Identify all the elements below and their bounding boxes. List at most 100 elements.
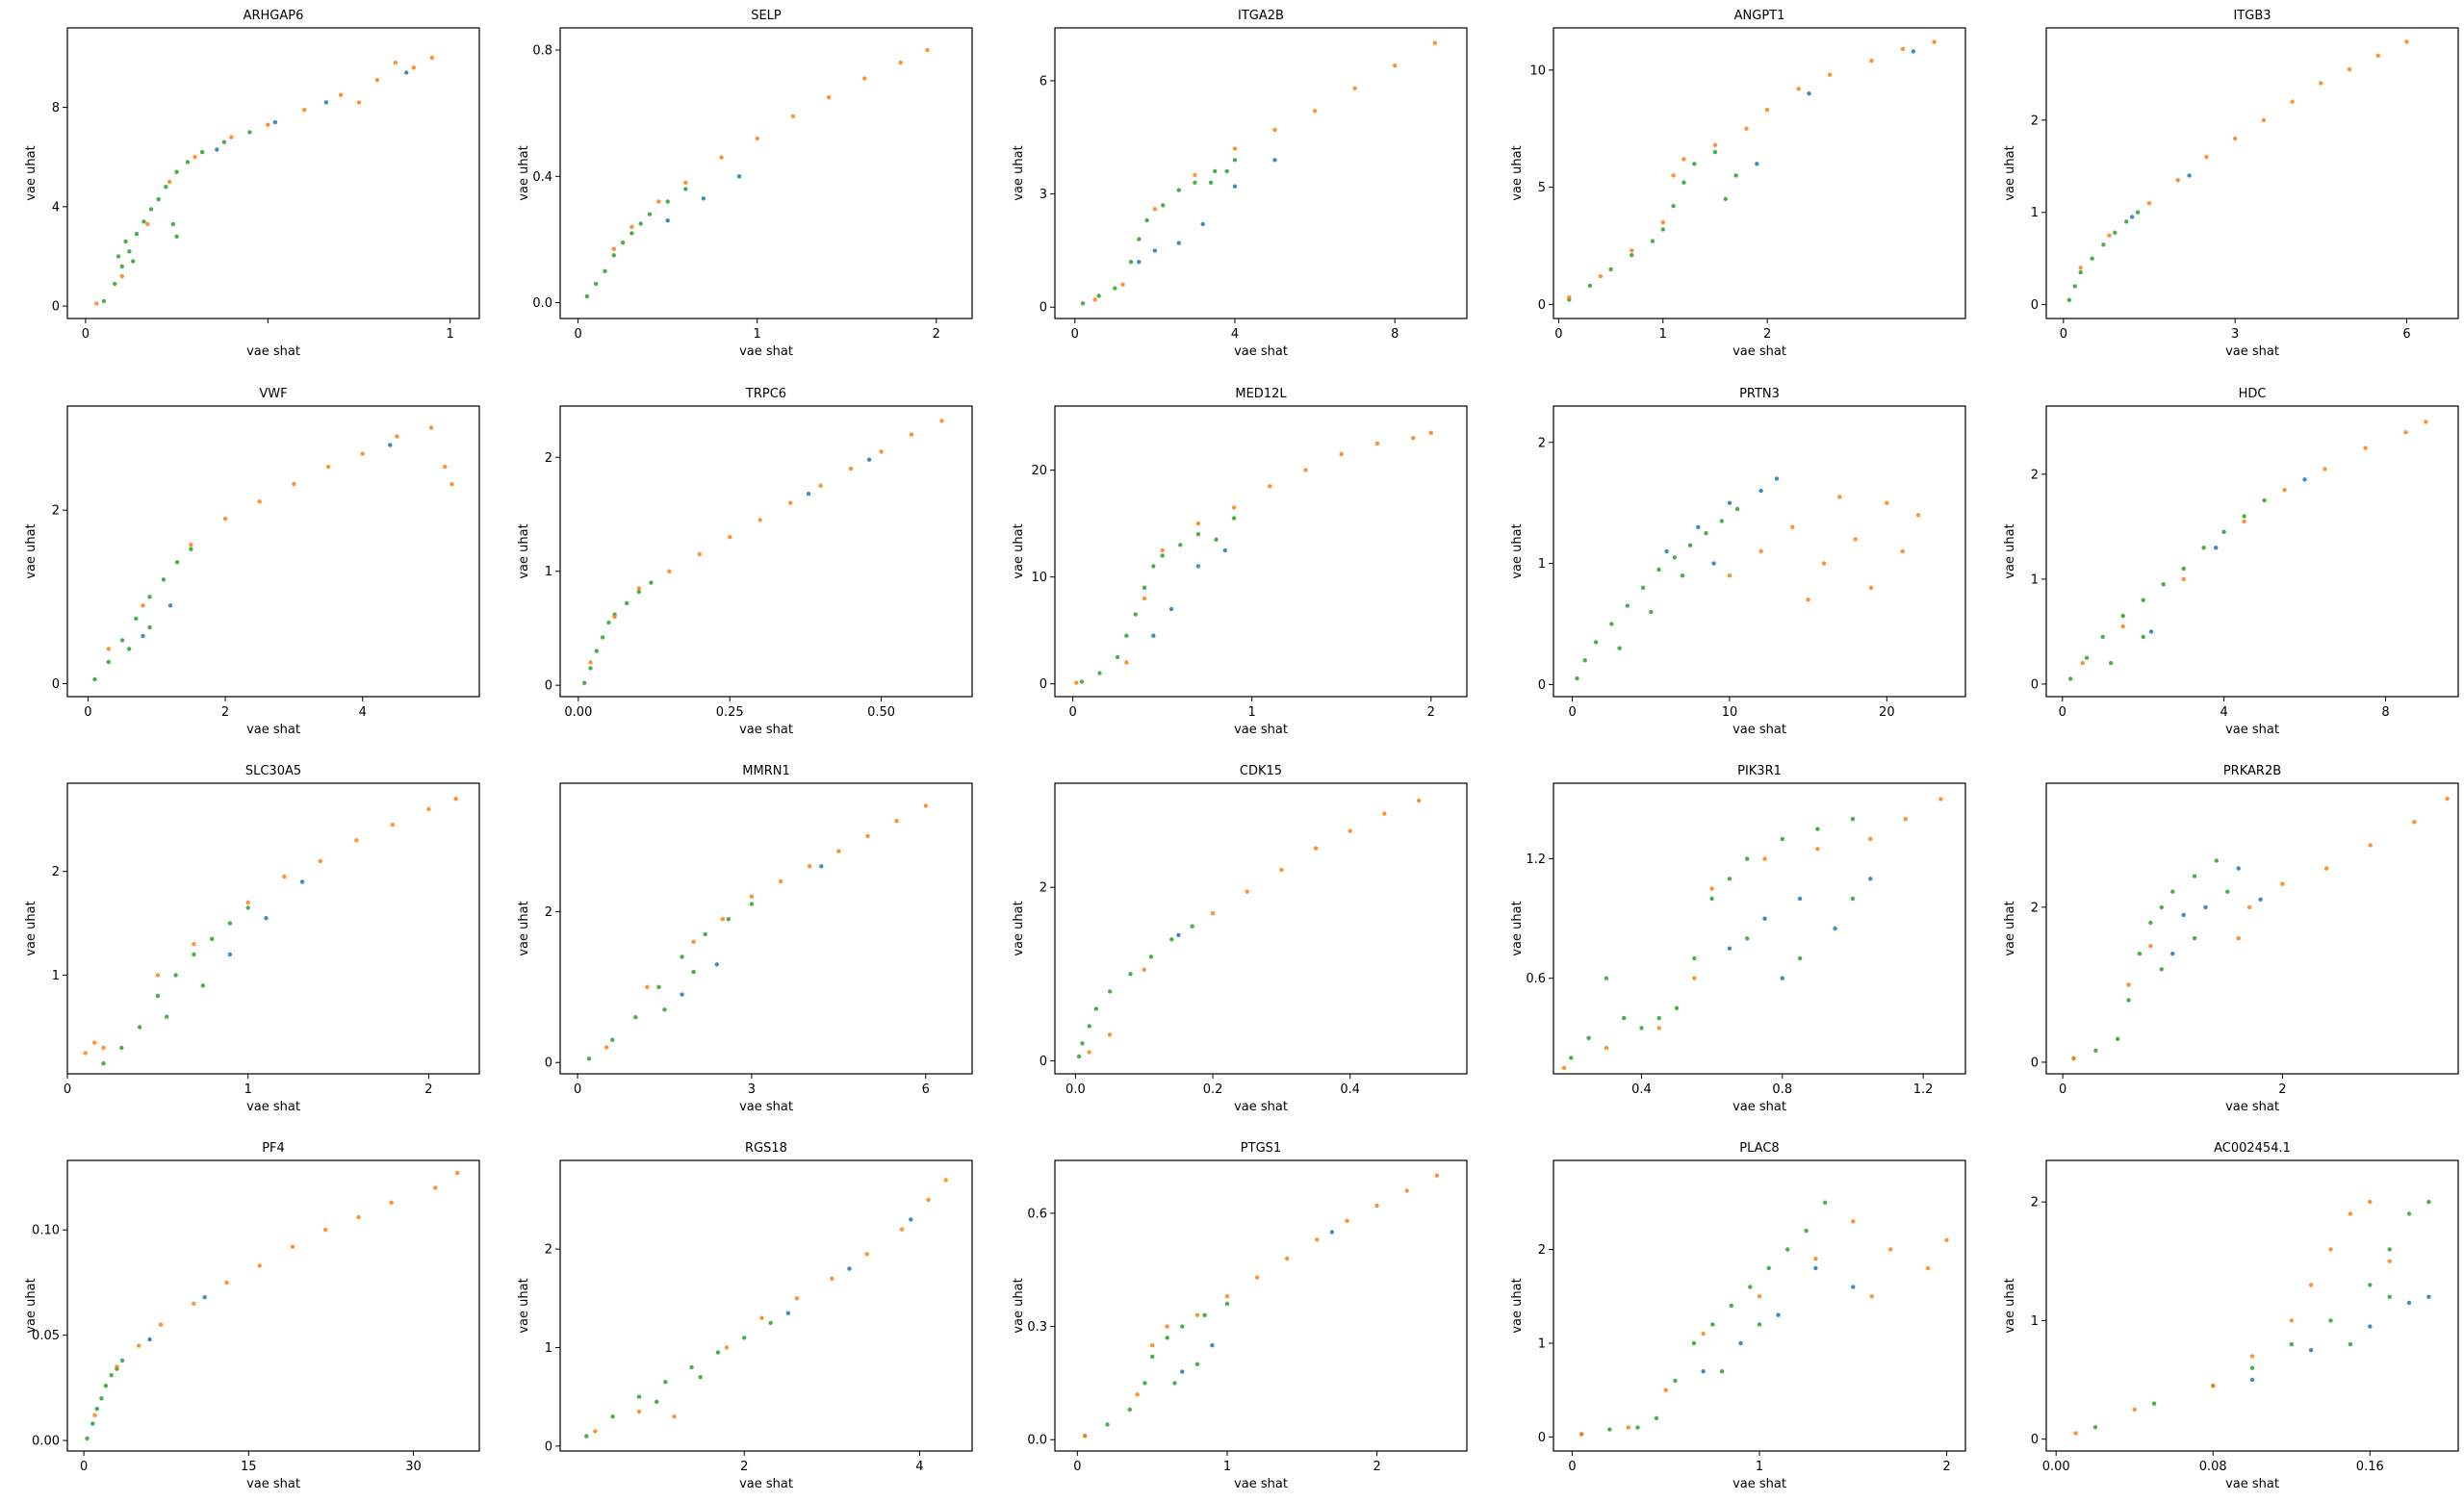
y-tick-label: 0 <box>1040 677 1047 692</box>
x-axis-label: vae shat <box>1732 723 1786 737</box>
y-tick-label: 1 <box>2031 1314 2039 1329</box>
data-point <box>1822 1200 1828 1206</box>
plot-title: MMRN1 <box>742 764 789 778</box>
y-axis-label: vae uhat <box>24 523 38 578</box>
data-point <box>939 419 944 423</box>
data-point <box>629 224 634 229</box>
data-point <box>749 902 755 906</box>
data-point <box>1232 158 1238 163</box>
data-point <box>1142 967 1146 972</box>
data-point <box>1416 798 1422 803</box>
data-point <box>215 147 219 152</box>
y-tick-label: 1 <box>545 565 552 579</box>
data-point <box>701 196 706 201</box>
y-tick-label: 5 <box>1538 181 1546 195</box>
plot-frame <box>559 27 973 319</box>
data-point <box>836 849 841 853</box>
series-2 <box>806 457 872 496</box>
data-point <box>1807 91 1811 96</box>
data-point <box>1345 1218 1349 1224</box>
data-point <box>2146 201 2152 206</box>
x-tick-label: 0 <box>80 1460 88 1474</box>
data-point <box>714 962 719 967</box>
data-point <box>2141 634 2145 640</box>
data-point <box>1202 1312 1207 1318</box>
data-point <box>1727 877 1732 881</box>
data-point <box>1762 856 1767 861</box>
data-point <box>1393 64 1398 68</box>
y-tick-label: 3 <box>1040 188 1047 202</box>
plot-title: PIK3R1 <box>1737 764 1782 778</box>
data-point <box>2403 430 2408 435</box>
data-point <box>1080 301 1086 306</box>
x-tick-label: 0 <box>84 705 91 720</box>
data-point <box>898 60 903 65</box>
data-point <box>1210 1343 1215 1348</box>
data-point <box>1630 253 1634 258</box>
data-point <box>224 1280 229 1286</box>
data-point <box>1734 506 1740 512</box>
data-point <box>1561 1065 1567 1071</box>
x-axis-label: vae shat <box>739 1100 793 1114</box>
series-0 <box>1079 516 1237 684</box>
x-tick-label: 0 <box>574 327 581 342</box>
data-point <box>1671 173 1676 178</box>
data-point <box>2078 269 2083 275</box>
data-point <box>1696 524 1701 529</box>
data-point <box>1745 936 1750 941</box>
data-point <box>862 76 867 81</box>
data-point <box>691 969 696 975</box>
plot-frame <box>66 1159 480 1452</box>
plot-title: PRKAR2B <box>2223 764 2281 778</box>
data-point <box>2280 881 2285 886</box>
series-0 <box>586 902 755 1061</box>
data-point <box>1687 543 1693 547</box>
data-point <box>426 806 431 812</box>
data-point <box>2135 210 2141 215</box>
data-point <box>720 917 725 922</box>
data-point <box>1178 543 1183 547</box>
data-point <box>134 616 139 622</box>
data-point <box>1374 441 1380 446</box>
data-point <box>155 993 161 999</box>
data-point <box>290 1244 295 1249</box>
data-point <box>1224 1301 1230 1307</box>
data-point <box>2214 858 2220 863</box>
x-tick-label: 0 <box>2060 327 2067 342</box>
data-point <box>1903 817 1909 822</box>
data-point <box>1654 1415 1659 1421</box>
data-point <box>663 1380 668 1385</box>
data-point <box>680 992 684 997</box>
data-point <box>665 199 670 204</box>
data-point <box>1938 797 1943 802</box>
y-tick-label: 1 <box>2031 206 2039 220</box>
y-axis-label: vae uhat <box>1012 145 1026 200</box>
data-point <box>1194 1362 1200 1367</box>
x-tick-label: 2 <box>1942 1460 1950 1474</box>
data-point <box>826 95 832 100</box>
data-point <box>1434 1173 1440 1178</box>
data-point <box>2249 1365 2255 1370</box>
y-tick-label: 0.05 <box>32 1329 60 1343</box>
data-point <box>1135 1392 1140 1397</box>
series-2 <box>1579 1219 1949 1437</box>
data-point <box>170 221 175 227</box>
data-point <box>703 931 707 937</box>
x-tick-label: 4 <box>1231 327 1239 342</box>
y-tick-label: 0 <box>52 677 60 692</box>
data-point <box>785 1311 790 1315</box>
y-tick-label: 4 <box>52 200 60 215</box>
data-point <box>1148 955 1154 959</box>
data-point <box>1232 184 1238 189</box>
subplot-rgs18: RGS18 2 4 0 1 2 vae shat vae uhat <box>517 1141 973 1491</box>
data-point <box>1727 946 1732 951</box>
data-point <box>610 1037 615 1042</box>
data-point <box>1649 609 1654 615</box>
data-point <box>192 155 197 160</box>
data-point <box>1692 162 1697 166</box>
series-0 <box>2068 497 2267 681</box>
data-point <box>1082 1434 1088 1438</box>
data-point <box>1850 896 1856 902</box>
data-point <box>2319 81 2323 86</box>
data-point <box>245 905 250 910</box>
